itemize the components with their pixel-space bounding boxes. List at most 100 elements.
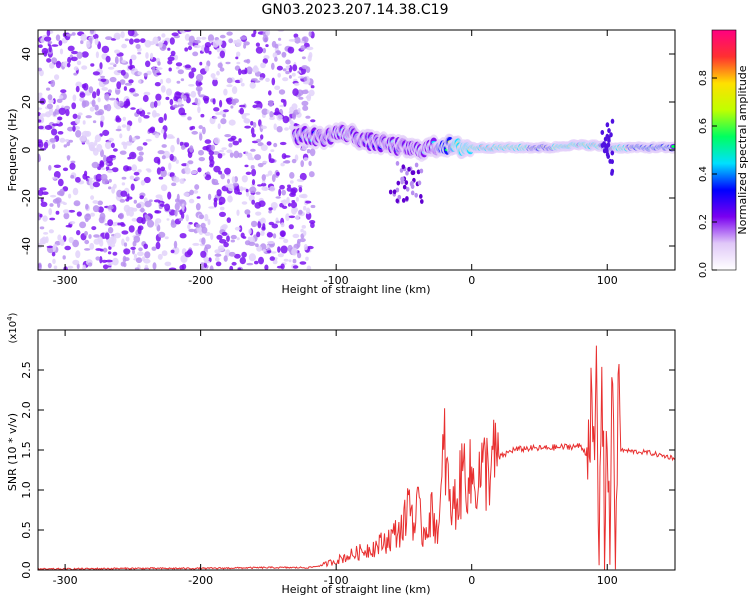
noise-blob <box>219 67 225 72</box>
noise-blob <box>184 47 189 52</box>
noise-blob <box>121 230 129 235</box>
noise-blob <box>255 107 262 110</box>
noise-blob <box>76 230 81 236</box>
noise-blob <box>193 190 199 194</box>
signal-spike <box>605 122 610 128</box>
noise-blob <box>134 267 140 270</box>
noise-blob <box>165 77 172 84</box>
noise-blob <box>251 199 256 205</box>
noise-blob <box>300 160 305 168</box>
noise-blob <box>219 34 226 39</box>
signal-spike <box>609 132 613 138</box>
noise-blob <box>292 111 297 120</box>
noise-blob <box>203 174 207 177</box>
noise-blob <box>100 75 105 79</box>
noise-blob <box>201 36 207 40</box>
noise-blob <box>135 257 143 264</box>
colorbar-ticks: 0.0 0.2 0.4 0.6 0.8 <box>698 70 717 278</box>
noise-blob <box>128 225 135 233</box>
noise-blob <box>207 218 211 226</box>
noise-blob <box>76 51 83 59</box>
noise-blob <box>152 262 157 270</box>
noise-blob <box>90 30 95 34</box>
noise-blob <box>72 125 76 132</box>
noise-blob <box>124 38 129 42</box>
noise-blob <box>73 200 81 207</box>
noise-blob <box>232 182 239 187</box>
signal-spike <box>600 130 605 135</box>
noise-blob <box>188 198 195 204</box>
noise-blob <box>38 125 44 130</box>
noise-blob <box>46 58 52 63</box>
noise-blob <box>157 253 163 260</box>
noise-blob <box>75 85 80 93</box>
noise-blob <box>51 143 56 150</box>
noise-blob <box>210 232 214 241</box>
noise-blob <box>62 167 69 172</box>
signal-spread <box>407 166 411 172</box>
noise-blob <box>172 105 180 108</box>
noise-blob <box>91 226 97 231</box>
noise-blob <box>51 176 59 180</box>
noise-blob <box>289 172 295 179</box>
noise-blob <box>274 107 280 115</box>
noise-blob <box>39 98 46 105</box>
noise-blob <box>295 214 299 221</box>
spectrogram-ytick-label: 40 <box>20 47 33 61</box>
noise-blob <box>146 219 155 228</box>
noise-blob <box>308 160 312 167</box>
noise-blob <box>260 62 266 69</box>
noise-blob <box>204 45 210 54</box>
noise-blob <box>65 109 70 117</box>
noise-blob <box>199 61 203 66</box>
noise-blob <box>124 82 132 86</box>
noise-blob <box>55 60 62 69</box>
noise-blob <box>166 218 170 221</box>
snr-ytick-label: 0.5 <box>20 521 33 539</box>
noise-blob <box>299 238 306 243</box>
noise-blob <box>121 59 127 64</box>
noise-blob <box>48 229 55 234</box>
noise-blob <box>101 45 110 54</box>
noise-blob <box>305 207 311 215</box>
noise-blob <box>208 206 216 209</box>
noise-blob <box>84 248 91 251</box>
noise-blob <box>226 235 230 243</box>
noise-blob <box>54 74 60 80</box>
noise-blob <box>58 40 63 46</box>
noise-blob <box>137 155 144 162</box>
noise-blob <box>218 170 223 175</box>
noise-blob <box>301 89 309 95</box>
noise-blob <box>120 190 128 197</box>
noise-blob <box>251 183 256 187</box>
noise-blob <box>179 209 183 215</box>
noise-blob <box>155 241 161 250</box>
noise-blob <box>280 231 286 237</box>
noise-blob <box>52 258 56 264</box>
noise-blob <box>70 174 75 179</box>
noise-blob <box>121 238 125 246</box>
noise-blob <box>300 228 304 233</box>
noise-blob <box>204 174 212 181</box>
noise-blob <box>282 160 290 164</box>
noise-blob <box>122 142 128 150</box>
noise-blob <box>284 127 289 131</box>
noise-blob <box>229 265 234 270</box>
noise-blob <box>253 30 257 35</box>
noise-blob <box>68 193 72 199</box>
noise-blob <box>251 78 258 81</box>
noise-blob <box>292 265 299 269</box>
signal-spread <box>420 199 424 204</box>
noise-blob <box>238 68 242 76</box>
noise-blob <box>278 188 282 197</box>
noise-blob <box>244 67 248 75</box>
noise-blob <box>228 251 236 257</box>
noise-blob <box>113 183 117 189</box>
noise-blob <box>129 58 133 66</box>
noise-blob <box>260 134 264 140</box>
noise-blob <box>259 77 264 81</box>
noise-blob <box>236 209 240 216</box>
noise-blob <box>275 220 281 224</box>
